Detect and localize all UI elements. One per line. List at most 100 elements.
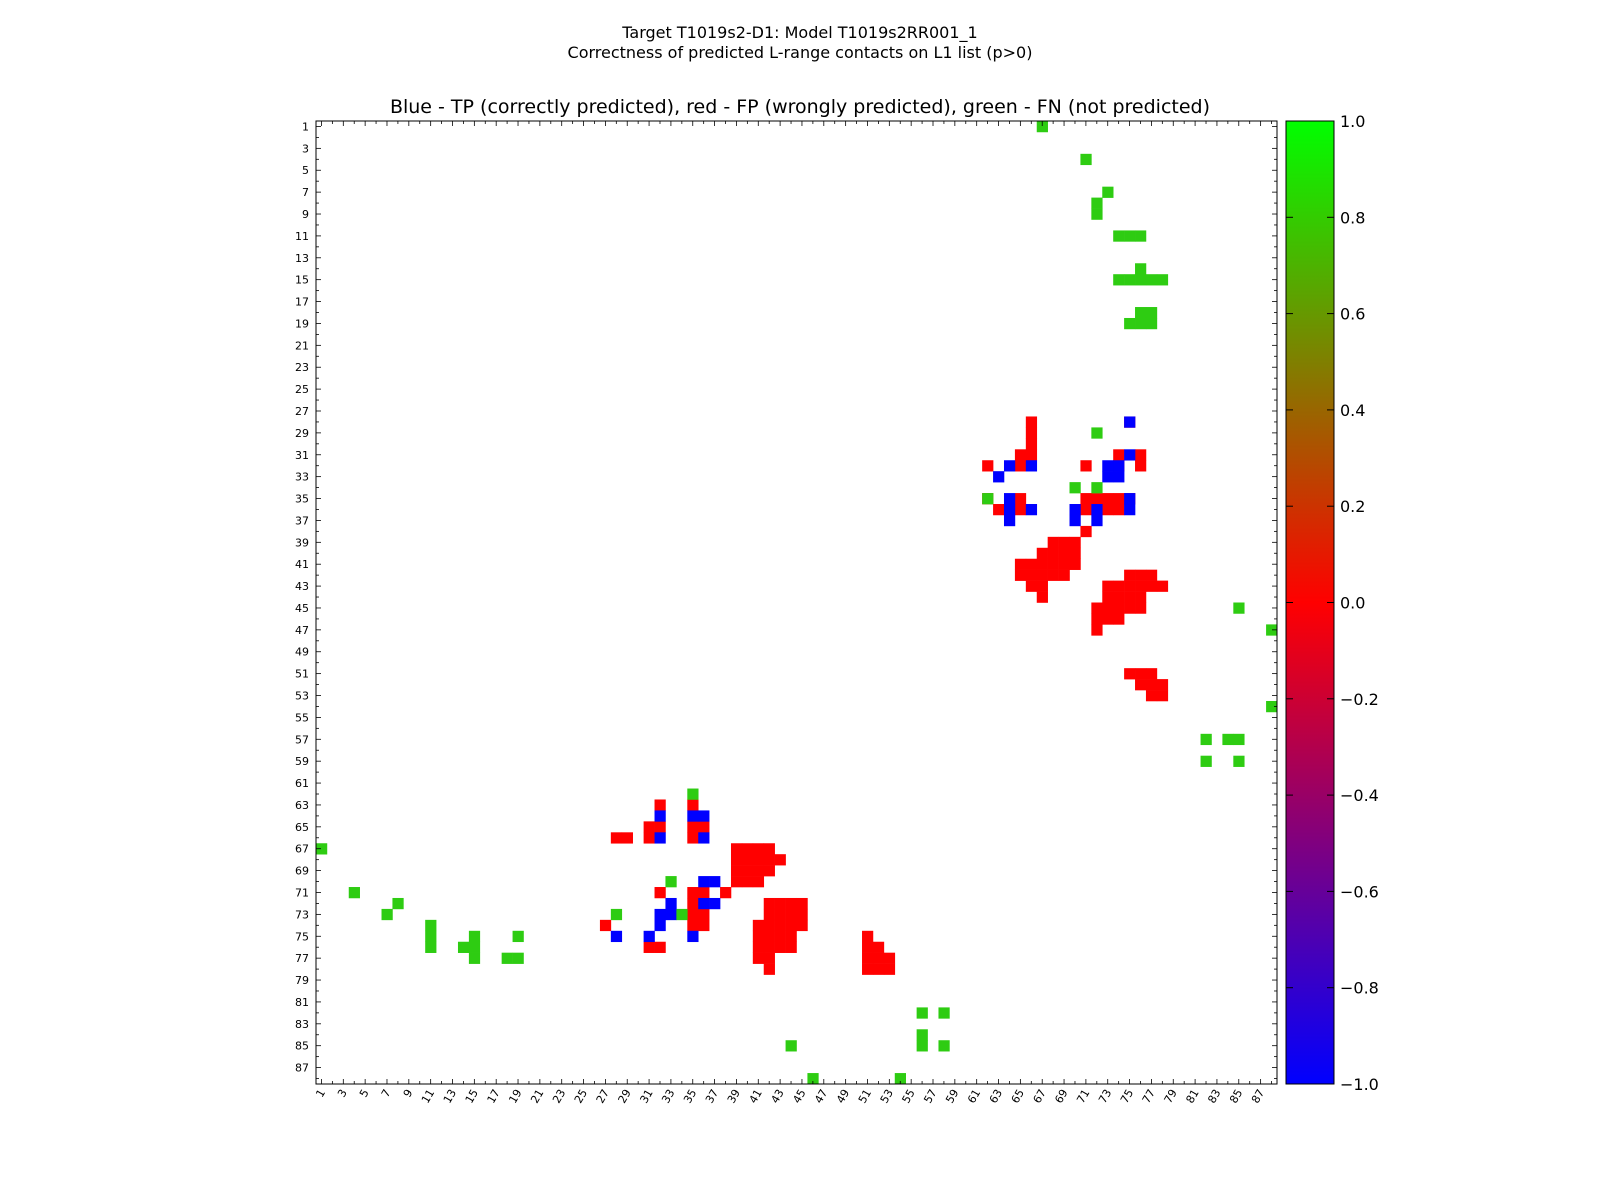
fp-cell: [763, 908, 775, 921]
fp-cell: [698, 919, 710, 932]
x-tick-label: 85: [1227, 1087, 1245, 1106]
axis-ticks: [316, 121, 1277, 1084]
fp-cell: [752, 941, 765, 953]
y-tick-label: 9: [302, 208, 309, 221]
fp-cell: [1014, 504, 1027, 516]
fp-cell: [687, 908, 699, 921]
fn-cell: [1233, 602, 1245, 614]
tp-cell: [643, 930, 655, 943]
fp-cell: [741, 843, 754, 855]
tp-cell: [709, 876, 721, 888]
figure-title-line1: Target T1019s2-D1: Model T1019s2RR001_1: [621, 23, 977, 43]
fp-cell: [1036, 547, 1048, 560]
colorbar-tick-label: −0.8: [1340, 979, 1379, 998]
colorbar-ticks: 1.0 0.8 0.6 0.4 0.2 0.0 −0.2 −0.4 −0.6 −0.8 −1.0: [1286, 112, 1379, 1094]
colorbar-tick-label: 0.0: [1340, 594, 1365, 613]
fp-cell: [883, 952, 896, 964]
tp-cell: [709, 897, 721, 910]
fp-cell: [720, 887, 732, 899]
tp-cell: [654, 810, 666, 822]
x-tick-label: 59: [943, 1087, 961, 1106]
fp-cell: [1135, 602, 1147, 614]
fn-cell: [1145, 317, 1158, 330]
fn-cell: [1135, 317, 1147, 330]
colorbar-tick-label: 0.6: [1340, 305, 1365, 324]
fn-cell: [1080, 153, 1092, 166]
y-tick-label: 41: [295, 558, 309, 571]
x-tick-label: 11: [419, 1087, 437, 1106]
fp-cell: [1135, 449, 1147, 461]
fp-cell: [1135, 679, 1147, 691]
fp-cell: [862, 930, 874, 943]
fn-cell: [1102, 186, 1114, 198]
fn-cell: [1069, 482, 1081, 494]
fp-cell: [752, 919, 765, 932]
fn-cell: [1113, 230, 1125, 242]
fn-cell: [425, 919, 437, 932]
fp-cell: [1124, 668, 1136, 680]
y-tick-label: 69: [295, 865, 309, 878]
fn-cell: [1124, 317, 1136, 330]
y-tick-label: 43: [295, 580, 309, 593]
x-tick-label: 41: [747, 1087, 765, 1106]
fp-cell: [752, 930, 765, 943]
tp-cell: [698, 897, 710, 910]
fp-cell: [698, 908, 710, 921]
x-tick-label: 37: [703, 1087, 721, 1106]
fp-cell: [621, 832, 633, 844]
y-tick-label: 39: [295, 536, 309, 549]
contact-cells: [316, 121, 1278, 1085]
fp-cell: [654, 887, 666, 899]
plot-title: Blue - TP (correctly predicted), red - F…: [390, 96, 1210, 118]
fp-cell: [1102, 504, 1114, 516]
x-tick-label: 1: [313, 1087, 328, 1100]
fp-cell: [730, 854, 743, 866]
fp-cell: [774, 941, 786, 953]
x-tick-label: 3: [335, 1087, 350, 1100]
fp-cell: [862, 941, 874, 953]
fp-cell: [1113, 580, 1125, 592]
fp-cell: [862, 952, 874, 964]
fp-cell: [796, 908, 808, 921]
fp-cell: [730, 865, 743, 877]
fp-cell: [698, 821, 710, 833]
x-tick-label: 83: [1205, 1087, 1223, 1106]
fn-cell: [894, 1073, 906, 1085]
fp-cell: [687, 821, 699, 833]
tp-cell: [1091, 514, 1103, 527]
y-tick-label: 31: [295, 449, 309, 462]
fp-cell: [599, 919, 612, 932]
x-tick-label: 87: [1249, 1087, 1267, 1106]
y-tick-label: 21: [295, 339, 309, 352]
x-tick-label: 35: [681, 1087, 699, 1106]
y-tick-label: 25: [295, 383, 309, 396]
fn-cell: [1200, 755, 1212, 767]
tp-cell: [1003, 504, 1016, 516]
tp-cell: [687, 810, 699, 822]
fn-cell: [468, 952, 481, 964]
fp-cell: [785, 919, 797, 932]
fp-cell: [1080, 504, 1092, 516]
fp-cell: [1091, 613, 1103, 625]
y-tick-label: 7: [302, 186, 309, 199]
tp-cell: [698, 832, 710, 844]
plot-frame: [315, 120, 1278, 1085]
fn-cell: [785, 1040, 797, 1052]
fp-cell: [993, 504, 1005, 516]
fp-cell: [1091, 602, 1103, 614]
tp-cell: [654, 832, 666, 844]
fp-cell: [1102, 580, 1114, 592]
fp-cell: [1025, 449, 1038, 461]
y-tick-label: 53: [295, 690, 309, 703]
fp-cell: [862, 963, 874, 975]
fp-cell: [730, 876, 743, 888]
fp-cell: [774, 854, 786, 866]
fn-cell: [1200, 733, 1212, 746]
fp-cell: [1145, 690, 1158, 702]
fp-cell: [982, 460, 994, 472]
fp-cell: [654, 941, 666, 953]
fp-cell: [763, 952, 775, 964]
x-tick-label: 65: [1009, 1087, 1027, 1106]
y-tick-label: 65: [295, 821, 309, 834]
